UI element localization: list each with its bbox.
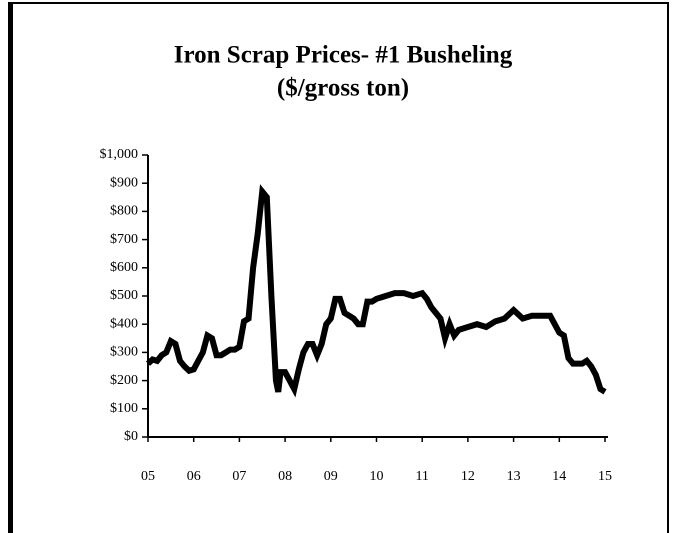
y-tick-label: $500 — [110, 288, 138, 303]
x-tick-label: 06 — [187, 469, 201, 484]
x-tick-label: 14 — [552, 469, 566, 484]
chart-title: Iron Scrap Prices- #1 Busheling — [174, 42, 513, 69]
x-tick-label: 12 — [461, 469, 475, 484]
y-tick-label: $400 — [110, 316, 138, 331]
y-tick-label: $300 — [110, 345, 138, 360]
frame-left — [8, 3, 13, 533]
y-tick-label: $200 — [110, 373, 138, 388]
y-tick-label: $100 — [110, 401, 138, 416]
x-tick-label: 08 — [278, 469, 292, 484]
y-tick-label: $700 — [110, 232, 138, 247]
x-tick-label: 05 — [141, 469, 155, 484]
x-tick-label: 15 — [598, 469, 612, 484]
x-tick-label: 07 — [232, 469, 246, 484]
x-tick-label: 13 — [507, 469, 521, 484]
frame-top — [8, 2, 669, 4]
chart-subtitle: ($/gross ton) — [277, 75, 409, 102]
y-tick-label: $0 — [124, 429, 138, 444]
y-tick-label: $800 — [110, 204, 138, 219]
y-tick-label: $600 — [110, 260, 138, 275]
x-tick-label: 10 — [370, 469, 384, 484]
price-line — [145, 184, 607, 398]
x-tick-label: 09 — [324, 469, 338, 484]
y-tick-label: $900 — [110, 175, 138, 190]
x-tick-label: 11 — [415, 469, 428, 484]
y-tick-label: $1,000 — [100, 147, 139, 162]
frame-right — [667, 2, 669, 533]
